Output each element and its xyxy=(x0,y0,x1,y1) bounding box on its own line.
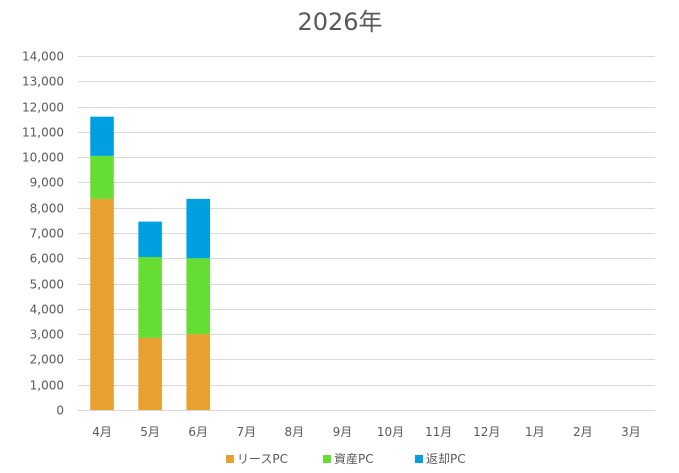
x-tick-label: 10月 xyxy=(377,425,404,439)
x-tick-label: 5月 xyxy=(140,425,160,439)
y-tick-label: 3,000 xyxy=(30,328,64,342)
x-tick-label: 2月 xyxy=(573,425,593,439)
y-tick-label: 7,000 xyxy=(30,227,64,241)
x-axis-tick-labels: 4月 5月 6月 7月 8月 9月 10月 11月 12月 1月 2月 3月 xyxy=(92,425,641,439)
chart-title: 2026年 xyxy=(297,8,382,36)
x-tick-label: 3月 xyxy=(621,425,641,439)
y-tick-label: 2,000 xyxy=(30,353,64,367)
y-tick-label: 8,000 xyxy=(30,202,64,216)
y-tick-label: 5,000 xyxy=(30,278,64,292)
bar-segment-3 xyxy=(138,221,162,258)
legend-swatch xyxy=(226,455,234,463)
legend-swatch xyxy=(415,455,423,463)
y-tick-label: 0 xyxy=(56,404,64,418)
y-axis-tick-labels: 0 1,000 2,000 3,000 4,000 5,000 6,000 7,000 8,00… xyxy=(22,50,64,418)
y-tick-label: 11,000 xyxy=(22,126,64,140)
x-tick-label: 12月 xyxy=(473,425,500,439)
legend-label: 資産PC xyxy=(334,451,374,466)
legend-label: リースPC xyxy=(237,452,288,466)
bar-segment-2 xyxy=(90,155,114,199)
y-tick-label: 4,000 xyxy=(30,303,64,317)
x-tick-label: 6月 xyxy=(188,425,208,439)
bar-segment-3 xyxy=(90,116,114,156)
x-tick-label: 11月 xyxy=(425,425,452,439)
y-tick-label: 9,000 xyxy=(30,176,64,190)
legend: リースPC 資産PC 返却PC xyxy=(226,451,466,466)
bar-segment-2 xyxy=(186,258,210,335)
legend-swatch xyxy=(323,455,331,463)
gridlines xyxy=(78,56,655,411)
x-tick-label: 9月 xyxy=(333,425,353,439)
bar-segment-1 xyxy=(186,334,210,410)
x-tick-label: 8月 xyxy=(285,425,305,439)
y-tick-label: 13,000 xyxy=(22,75,64,89)
x-tick-label: 4月 xyxy=(92,425,112,439)
legend-label: 返却PC xyxy=(426,452,466,466)
y-tick-label: 1,000 xyxy=(30,379,64,393)
y-tick-label: 14,000 xyxy=(22,50,64,64)
bars xyxy=(90,116,210,410)
bar-segment-1 xyxy=(90,198,114,410)
x-tick-label: 7月 xyxy=(236,425,256,439)
bar-segment-2 xyxy=(138,257,162,338)
y-tick-label: 12,000 xyxy=(22,101,64,115)
x-tick-label: 1月 xyxy=(525,425,545,439)
bar-segment-1 xyxy=(138,337,162,410)
bar-segment-3 xyxy=(186,198,210,259)
y-tick-label: 6,000 xyxy=(30,252,64,266)
y-tick-label: 10,000 xyxy=(22,151,64,165)
